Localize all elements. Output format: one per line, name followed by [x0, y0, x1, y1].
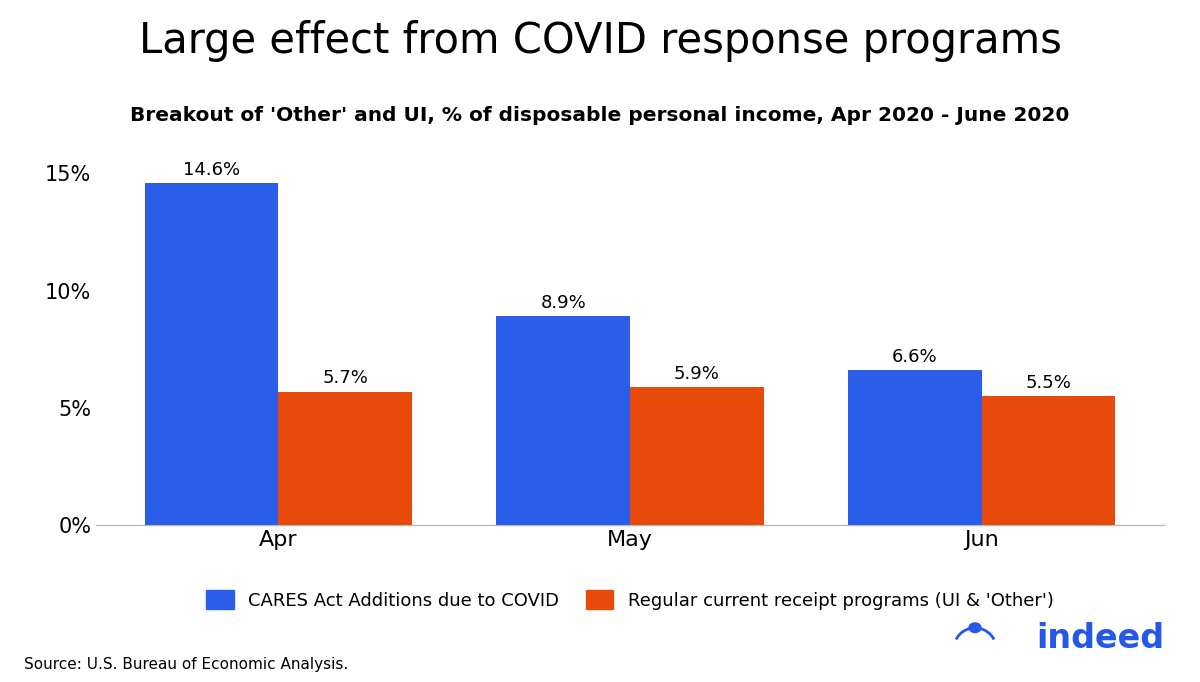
Bar: [630, 387, 763, 525]
Bar: [982, 396, 1116, 525]
Bar: [848, 370, 982, 525]
Text: 5.5%: 5.5%: [1026, 374, 1072, 392]
Circle shape: [970, 623, 982, 632]
Text: Breakout of 'Other' and UI, % of disposable personal income, Apr 2020 - June 202: Breakout of 'Other' and UI, % of disposa…: [131, 106, 1069, 125]
Text: Large effect from COVID response programs: Large effect from COVID response program…: [138, 20, 1062, 63]
Text: 5.7%: 5.7%: [322, 369, 368, 387]
Legend: CARES Act Additions due to COVID, Regular current receipt programs (UI & 'Other': CARES Act Additions due to COVID, Regula…: [199, 583, 1061, 617]
Text: 6.6%: 6.6%: [892, 349, 937, 366]
Text: indeed: indeed: [1036, 622, 1164, 655]
Text: 8.9%: 8.9%: [540, 294, 586, 312]
Bar: [497, 316, 630, 525]
Bar: [278, 391, 412, 525]
Text: 5.9%: 5.9%: [674, 365, 720, 383]
Text: Source: U.S. Bureau of Economic Analysis.: Source: U.S. Bureau of Economic Analysis…: [24, 657, 348, 672]
Bar: [144, 183, 278, 525]
Text: 14.6%: 14.6%: [182, 161, 240, 179]
